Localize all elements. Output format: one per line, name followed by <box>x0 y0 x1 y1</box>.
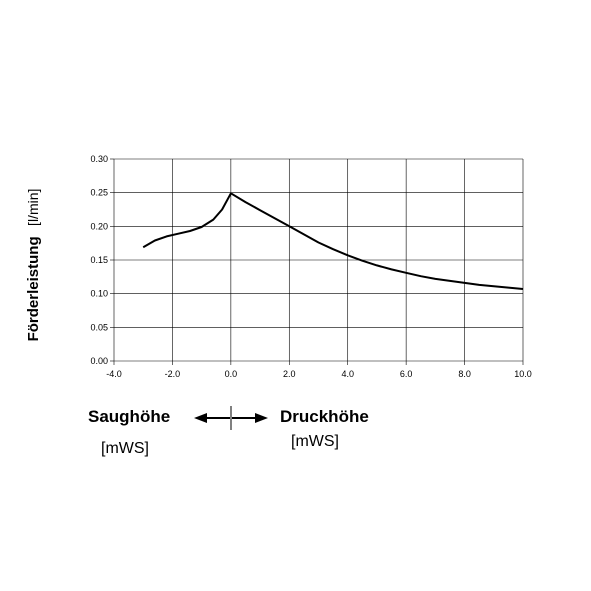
performance-curve <box>142 192 524 290</box>
pressure-height-label: Druckhöhe <box>280 407 369 426</box>
svg-text:Förderleistung [l/min]: Förderleistung [l/min] <box>25 189 42 342</box>
chart-series <box>142 192 524 290</box>
x-tick-label: 2.0 <box>283 369 296 379</box>
direction-arrows <box>194 406 268 430</box>
y-tick-label: 0.25 <box>90 188 108 198</box>
y-tick-label: 0.15 <box>90 255 108 265</box>
x-axis-ticks: -4.0 -2.0 0.0 2.0 4.0 6.0 8.0 10.0 <box>106 361 532 379</box>
y-axis-title: Förderleistung <box>25 236 42 341</box>
x-tick-label: 6.0 <box>400 369 413 379</box>
x-tick-label: -4.0 <box>106 369 122 379</box>
y-tick-label: 0.10 <box>90 289 108 299</box>
y-axis-ticks: 0.00 0.05 0.10 0.15 0.20 0.25 0.30 <box>90 154 114 366</box>
x-tick-label: -2.0 <box>165 369 181 379</box>
x-tick-label: 4.0 <box>341 369 354 379</box>
chart-grid <box>113 158 524 362</box>
suction-height-unit: [mWS] <box>101 440 149 457</box>
x-tick-label: 10.0 <box>514 369 532 379</box>
suction-height-label: Saughöhe <box>88 407 171 426</box>
y-tick-label: 0.05 <box>90 322 108 332</box>
x-tick-label: 0.0 <box>225 369 238 379</box>
y-axis-unit: [l/min] <box>25 189 41 226</box>
y-axis-label: Förderleistung [l/min] <box>25 189 42 342</box>
arrow-left-icon <box>194 413 207 423</box>
arrow-right-icon <box>255 413 268 423</box>
y-tick-label: 0.20 <box>90 221 108 231</box>
y-tick-label: 0.00 <box>90 356 108 366</box>
pressure-height-unit: [mWS] <box>291 433 339 450</box>
x-tick-label: 8.0 <box>458 369 471 379</box>
y-tick-label: 0.30 <box>90 154 108 164</box>
